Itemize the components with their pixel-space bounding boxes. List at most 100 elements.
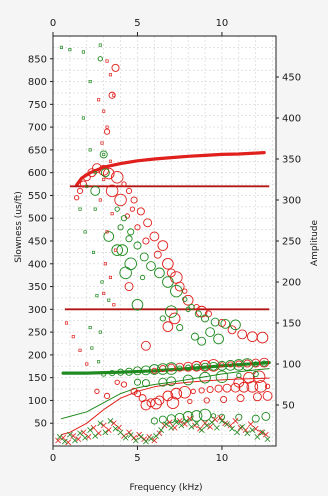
data-point-x: [56, 434, 63, 440]
data-point-circle: [111, 244, 123, 256]
y-tick-label-right: 150: [282, 319, 301, 330]
data-point-dot: [93, 171, 97, 175]
data-point-circle: [230, 319, 241, 331]
data-point-dot: [64, 321, 69, 325]
data-point-dot: [102, 152, 106, 156]
y-tick-label-left: 600: [28, 168, 47, 179]
x-axis-title: Frequency (kHz): [129, 483, 202, 493]
y-tick-label-right: 250: [282, 237, 301, 248]
data-point-x: [112, 425, 119, 432]
data-point-circle: [252, 370, 266, 384]
data-point-circle: [146, 398, 156, 408]
data-point-x: [77, 430, 83, 437]
data-point-x: [227, 422, 234, 429]
data-point-circle: [210, 317, 220, 327]
data-point-circle: [139, 252, 149, 262]
data-point-x: [193, 420, 200, 427]
data-point-circle: [82, 173, 91, 182]
x-tick-label-top: 5: [134, 18, 140, 29]
data-point-circle: [207, 359, 220, 372]
data-point-dot: [102, 291, 106, 295]
data-point-x: [65, 439, 72, 446]
data-point-x: [166, 419, 173, 426]
data-point-dot: [88, 148, 92, 152]
dispersion-curve: [75, 151, 266, 187]
data-point-circle: [262, 390, 273, 401]
data-point-circle: [197, 336, 207, 346]
data-point-circle: [120, 381, 128, 388]
data-point-circle: [131, 298, 144, 311]
data-point-circle: [90, 185, 101, 196]
data-point-circle: [178, 385, 192, 399]
data-point-circle: [237, 329, 248, 340]
data-point-circle: [183, 361, 194, 372]
data-point-circle: [159, 365, 167, 373]
data-point-circle: [114, 206, 120, 212]
data-point-circle: [159, 315, 166, 322]
data-point-circle: [252, 370, 259, 378]
data-point-x: [208, 419, 215, 426]
x-tick-label-bottom: 10: [216, 453, 229, 464]
data-point-dot: [103, 262, 107, 266]
data-point-circle: [110, 170, 124, 184]
data-point-circle: [176, 324, 184, 332]
data-point-circle: [253, 361, 259, 367]
data-point-x: [173, 419, 180, 426]
data-point-dot: [78, 207, 82, 211]
data-point-x: [168, 424, 175, 431]
data-point-x: [107, 418, 114, 424]
data-point-circle: [177, 365, 183, 371]
model-curve: [60, 368, 270, 420]
data-point-dot: [88, 80, 92, 84]
data-point-x: [148, 435, 154, 442]
data-point-x: [219, 418, 225, 424]
data-point-circle: [114, 193, 127, 207]
data-point-x: [224, 421, 230, 428]
data-point-circle: [143, 218, 153, 228]
data-point-circle: [162, 276, 174, 288]
data-point-x: [95, 430, 102, 437]
data-point-dot: [112, 93, 116, 97]
data-point-dot: [81, 116, 85, 120]
data-point-x: [237, 424, 244, 431]
data-point-circle: [153, 250, 162, 259]
data-point-circle: [205, 327, 216, 338]
data-point-x: [131, 434, 137, 441]
data-point-circle: [170, 387, 183, 400]
data-point-circle: [141, 365, 151, 376]
data-point-dot: [108, 73, 112, 77]
data-point-dot: [59, 45, 63, 49]
y-tick-label-left: 800: [28, 77, 47, 88]
data-point-circle: [213, 333, 224, 345]
data-point-x: [60, 434, 67, 441]
tick-labels: 0 0 5 5 10 10 50 100 150 200 250 300 350 400 450 500 550…: [28, 18, 301, 464]
data-point-circle: [215, 370, 229, 384]
data-point-circle: [214, 384, 223, 393]
data-point-dot: [113, 248, 118, 252]
data-point-circle: [174, 281, 185, 292]
data-point-circle: [100, 168, 110, 178]
data-point-x: [198, 427, 205, 433]
data-point-x: [181, 421, 188, 428]
data-point-circle: [124, 282, 134, 292]
data-point-circle: [194, 310, 202, 318]
data-point-x: [252, 425, 259, 432]
y-tick-label-left: 450: [28, 237, 47, 248]
data-point-dot: [98, 198, 102, 202]
data-point-dot: [110, 212, 114, 216]
data-point-x: [85, 434, 92, 440]
y-tick-label-left: 550: [28, 191, 47, 202]
y-tick-label-right: 200: [282, 278, 301, 289]
y-tick-label-left: 400: [28, 259, 47, 270]
y-tick-label-left: 100: [28, 396, 47, 407]
y-tick-label-left: 750: [28, 100, 47, 111]
y-tick-label-left: 200: [28, 350, 47, 361]
y-tick-label-right: 300: [282, 196, 301, 207]
data-point-circle: [125, 235, 133, 243]
data-point-circle: [121, 181, 127, 187]
data-point-x: [207, 423, 213, 430]
data-point-circle: [103, 392, 111, 399]
data-point-dot: [97, 360, 101, 364]
y-tick-label-left: 650: [28, 145, 47, 156]
data-point-dot: [68, 48, 72, 52]
